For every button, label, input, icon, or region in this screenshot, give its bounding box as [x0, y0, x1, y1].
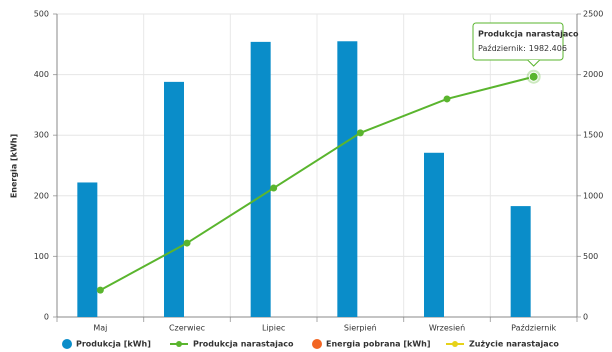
y2-tick-label: 2000	[583, 70, 603, 79]
x-tick-label: Maj	[93, 324, 107, 333]
legend-label: Produkcja [kWh]	[76, 340, 151, 349]
x-tick-label: Lipiec	[262, 324, 285, 333]
x-tick-label: Październik	[511, 324, 556, 333]
tooltip-value: 1982.406	[529, 44, 567, 53]
point	[183, 239, 191, 247]
legend-symbol	[452, 341, 458, 347]
legend-symbol	[62, 339, 72, 349]
tooltip-box	[472, 22, 564, 61]
highlight-point	[528, 71, 539, 82]
y2-tick-label: 1500	[583, 131, 603, 140]
legend-symbol	[312, 339, 322, 349]
y2-tick-label: 0	[583, 313, 588, 322]
x-tick-label: Wrzesień	[429, 324, 465, 333]
y-tick-label: 200	[34, 191, 49, 200]
legend-label: Energia pobrana [kWh]	[326, 340, 431, 349]
y2-tick-label: 1000	[583, 191, 603, 200]
point	[443, 95, 451, 103]
point	[356, 129, 364, 137]
y-tick-label: 400	[34, 70, 49, 79]
y-tick-label: 100	[34, 252, 49, 261]
bar	[164, 81, 184, 317]
y-axis-label: Energia [kWh]	[10, 134, 19, 198]
legend-symbol	[176, 341, 182, 347]
tooltip-text: Październik: 1982.406	[478, 44, 567, 53]
tooltip-title: Produkcja narastajaco	[478, 30, 579, 39]
y-tick-label: 500	[34, 10, 49, 19]
legend-label: Zużycie narastajaco	[469, 340, 559, 349]
y2-tick-label: 2500	[583, 10, 603, 19]
bar	[510, 206, 531, 317]
line	[99, 75, 534, 291]
bar	[77, 182, 98, 317]
legend-label: Produkcja narastajaco	[193, 340, 294, 349]
y-tick-label: 0	[44, 313, 49, 322]
tooltip-label: Październik:	[478, 44, 526, 53]
x-tick-label: Czerwiec	[169, 324, 205, 333]
y-tick-label: 300	[34, 131, 49, 140]
x-tick-label: Sierpień	[344, 324, 377, 333]
tooltip-pointer	[527, 59, 541, 67]
y2-tick-label: 500	[583, 252, 598, 261]
bar	[250, 41, 271, 317]
point	[96, 286, 104, 294]
point	[270, 184, 278, 192]
bar	[424, 152, 444, 317]
bar	[337, 41, 358, 318]
